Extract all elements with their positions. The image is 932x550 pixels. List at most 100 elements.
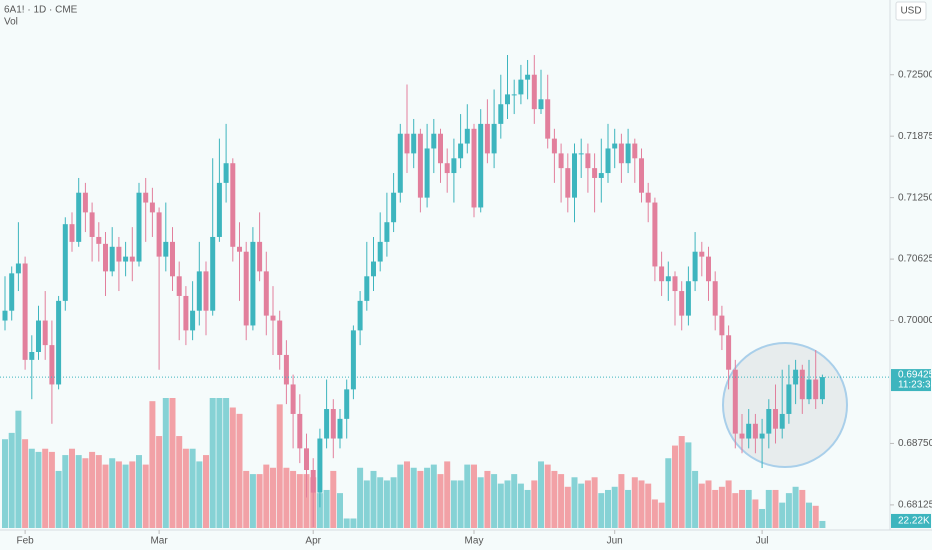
candle-body: [216, 182, 222, 237]
volume-bar: [544, 464, 551, 528]
volume-bar: [551, 470, 558, 528]
volume-bar: [511, 474, 518, 528]
volume-bar: [256, 474, 263, 528]
volume-bar: [276, 404, 283, 528]
volume-bar: [390, 477, 397, 528]
candle-body: [759, 433, 765, 439]
candle-body: [230, 163, 236, 247]
volume-bar: [651, 499, 658, 528]
candle-body: [243, 251, 249, 326]
candle-body: [371, 261, 376, 277]
volume-bar: [109, 458, 116, 528]
candle-body: [505, 94, 510, 105]
volume-bar: [471, 464, 477, 528]
volume-bar: [450, 480, 457, 528]
currency[interactable]: USD: [900, 6, 921, 17]
volume-bar: [229, 407, 236, 528]
candle-body: [364, 276, 370, 301]
y-tick-label: 0.70625: [898, 254, 932, 265]
volume-bar: [397, 464, 404, 528]
volume-bar: [725, 480, 732, 528]
candle-body: [103, 243, 108, 272]
y-tick-label: 0.68125: [898, 500, 932, 511]
candle-body: [290, 384, 296, 414]
volume-bar: [75, 455, 82, 528]
candle-body: [330, 409, 336, 439]
x-tick-label: Jun: [607, 536, 623, 547]
volume-bar: [732, 493, 739, 528]
candle-body: [739, 433, 745, 439]
candle-body: [685, 281, 691, 316]
volume-bar: [618, 474, 625, 528]
candle-body: [612, 143, 618, 149]
candle-body: [203, 271, 209, 311]
candle-body: [699, 251, 705, 257]
volume-bar: [149, 401, 156, 528]
volume-bar: [350, 518, 357, 528]
candle-body: [518, 79, 524, 95]
candle-body: [82, 192, 88, 213]
candle-body: [726, 335, 732, 370]
volume-bar: [517, 483, 524, 528]
candle-body: [511, 94, 517, 96]
volume-bar: [779, 502, 786, 528]
volume-bar: [812, 505, 819, 528]
volume-bar: [625, 489, 632, 528]
candle-body: [431, 133, 437, 149]
volume-bar: [430, 464, 437, 528]
currency-box[interactable]: [895, 1, 927, 21]
candle-body: [310, 469, 316, 493]
candle-body: [263, 271, 269, 316]
volume-bar: [410, 467, 417, 528]
volume-bar: [799, 489, 806, 528]
volume-bar: [370, 470, 377, 528]
candle-body: [237, 246, 242, 252]
volume-bar: [765, 489, 772, 528]
volume-bar: [55, 470, 62, 528]
candle-body: [404, 133, 410, 154]
volume-bar: [95, 455, 102, 528]
volume-bar: [491, 474, 498, 528]
candle-body: [732, 369, 738, 434]
volume-bar: [383, 480, 390, 528]
volume-bar: [35, 451, 42, 528]
candle-body: [210, 236, 216, 311]
candle-body: [42, 320, 48, 346]
candle-body: [692, 251, 698, 282]
volume-bar: [42, 448, 49, 528]
candle-body: [652, 202, 658, 267]
volume-bar: [605, 489, 611, 528]
candle-body: [62, 224, 68, 301]
volume-bar: [89, 451, 96, 528]
volume-bar: [464, 464, 471, 528]
volume-bar: [658, 502, 665, 528]
candle-body: [491, 123, 497, 154]
volume-bar: [142, 464, 149, 528]
volume-bar: [48, 451, 55, 528]
candle-body: [538, 99, 544, 110]
candle-body: [773, 409, 778, 429]
volume-bar: [598, 493, 605, 528]
volume-bar: [611, 486, 618, 528]
volume-bar: [136, 455, 142, 528]
candle-body: [190, 310, 196, 331]
candle-body: [706, 256, 711, 282]
candle-body: [779, 413, 785, 429]
volume-bar: [692, 470, 699, 528]
volume-bar: [564, 486, 571, 528]
volume-bar: [156, 436, 163, 528]
volume-bar: [377, 477, 384, 528]
volume-bar: [698, 483, 705, 528]
candle-body: [357, 300, 363, 331]
last-volume-box: [891, 513, 931, 528]
x-tick-label: May: [465, 536, 484, 547]
candle-body: [572, 153, 577, 198]
volume-bar: [189, 448, 196, 528]
volume-bar: [712, 489, 719, 528]
volume-bar: [243, 470, 250, 528]
volume-bar: [504, 480, 511, 528]
volume-bar: [28, 448, 35, 528]
y-tick-label: 0.68750: [898, 438, 932, 449]
candle-body: [183, 295, 189, 331]
candle-body: [176, 276, 182, 296]
